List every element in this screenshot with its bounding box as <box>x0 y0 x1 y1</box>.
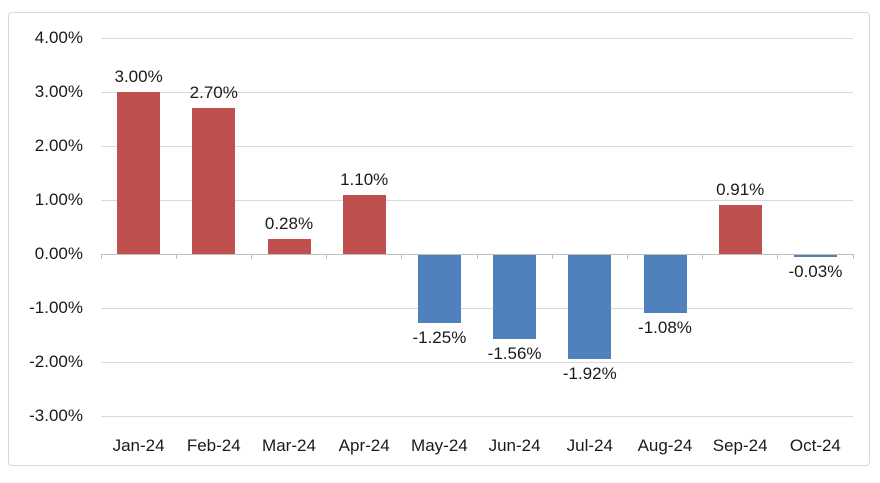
gridline <box>101 199 853 201</box>
x-tick-label: Feb-24 <box>186 436 241 455</box>
zero-axis-tick <box>250 254 252 259</box>
bar-value-label: 1.10% <box>340 169 389 189</box>
x-tick-label: Oct-24 <box>789 436 841 455</box>
bar-Oct-24 <box>793 255 837 257</box>
bar-Sep-24 <box>718 204 762 254</box>
zero-axis-tick <box>326 254 328 259</box>
bar-Aug-24 <box>643 255 687 314</box>
x-tick-label: Apr-24 <box>338 436 390 455</box>
bar-May-24 <box>417 255 461 323</box>
gridline <box>101 91 853 93</box>
zero-axis-tick <box>852 254 854 259</box>
x-tick-label: Jan-24 <box>112 436 165 455</box>
gridline <box>101 415 853 417</box>
y-tick-label: -3.00% <box>29 406 83 425</box>
zero-axis-tick <box>626 254 628 259</box>
y-tick-label: 3.00% <box>34 82 83 101</box>
bar-value-label: 3.00% <box>114 67 163 86</box>
bar-value-label: -1.56% <box>487 344 542 364</box>
plot-area: 3.00% Jan-24 2.70% Feb-24 0.28% Mar-24 1.10% Ap… <box>100 37 854 455</box>
gridline <box>101 361 853 363</box>
zero-axis-tick <box>100 254 102 259</box>
bar-value-label: -1.08% <box>638 318 692 338</box>
y-axis: 4.00% 3.00% 2.00% 1.00% 0.00% -1.00% -2.00% -3.… <box>9 28 83 425</box>
y-tick-label: 4.00% <box>34 28 83 47</box>
x-tick-label: Aug-24 <box>637 436 693 455</box>
gridline <box>101 307 853 309</box>
y-tick-label: 2.00% <box>34 136 83 155</box>
gridline <box>101 145 853 147</box>
bar-Mar-24 <box>267 238 311 254</box>
gridline <box>101 37 853 39</box>
x-tick-label: May-24 <box>411 436 468 455</box>
y-tick-label: 0.00% <box>34 244 83 263</box>
chart-frame: 4.00% 3.00% 2.00% 1.00% 0.00% -1.00% -2.00% -3.… <box>8 12 870 466</box>
bar-value-label: 2.70% <box>189 83 238 103</box>
bar-Jun-24 <box>493 255 537 340</box>
bar-value-label: -0.03% <box>788 261 843 281</box>
x-tick-label: Sep-24 <box>712 436 768 455</box>
bar-value-label: -1.25% <box>412 327 467 347</box>
zero-axis-tick <box>401 254 403 259</box>
bar-Jan-24 <box>117 92 161 254</box>
x-tick-label: Mar-24 <box>262 436 316 455</box>
bar-Jul-24 <box>568 255 612 359</box>
zero-axis-tick <box>476 254 478 259</box>
bar-value-label: 0.28% <box>264 213 314 233</box>
y-tick-label: 1.00% <box>34 190 83 209</box>
zero-axis-tick <box>777 254 779 259</box>
zero-axis-tick <box>702 254 704 259</box>
bar-Feb-24 <box>192 108 236 254</box>
y-tick-label: -2.00% <box>29 352 83 371</box>
x-tick-label: Jun-24 <box>488 436 541 455</box>
x-tick-label: Jul-24 <box>566 436 613 455</box>
bar-value-label: -1.92% <box>562 363 617 383</box>
zero-axis-tick <box>551 254 553 259</box>
y-tick-label: -1.00% <box>29 298 83 317</box>
bar-Apr-24 <box>342 194 386 254</box>
bar-value-label: 0.91% <box>716 179 765 199</box>
zero-axis-tick <box>175 254 177 259</box>
